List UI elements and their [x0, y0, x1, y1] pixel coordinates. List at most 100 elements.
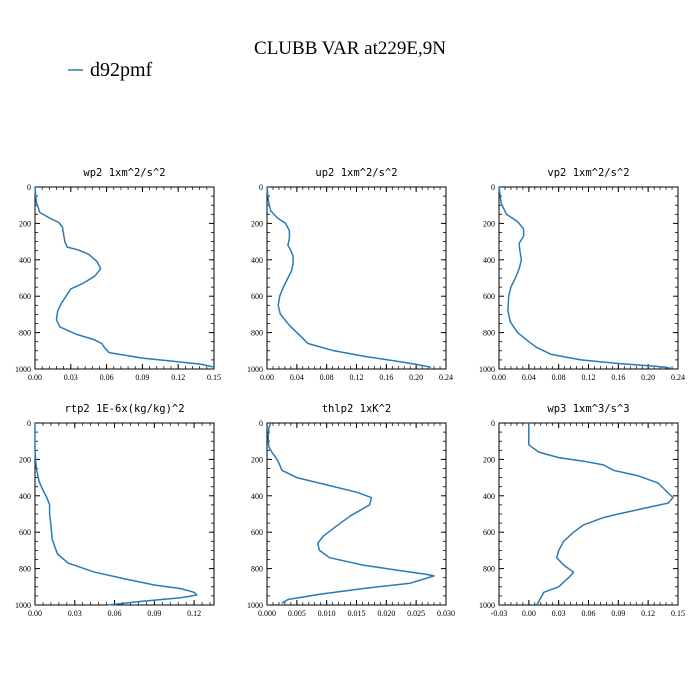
x-tick-label: 0.06	[108, 609, 122, 618]
y-tick-label: 1000	[247, 601, 263, 610]
y-tick-label: 200	[251, 455, 263, 464]
y-tick-label: 1000	[479, 365, 495, 374]
x-tick-label: 0.09	[611, 609, 625, 618]
x-tick-label: 0.20	[409, 373, 423, 382]
x-tick-label: 0.12	[641, 609, 655, 618]
plot-frame	[498, 186, 679, 370]
series-line-d92pmf	[34, 423, 198, 606]
series-line-d92pmf	[267, 422, 435, 604]
panel-title: wp2 1xm^2/s^2	[83, 167, 165, 179]
panel-title: vp2 1xm^2/s^2	[547, 167, 629, 179]
x-tick-label: 0.005	[288, 609, 306, 618]
y-tick-label: 200	[483, 455, 495, 464]
x-tick-label: 0.015	[348, 609, 366, 618]
y-tick-label: 400	[19, 492, 31, 501]
x-tick-label: 0.000	[258, 609, 276, 618]
figure-title: CLUBB VAR at229E,9N	[254, 38, 446, 59]
x-tick-label: 0.025	[407, 609, 425, 618]
y-tick-label: 800	[19, 565, 31, 574]
y-tick-label: 800	[483, 565, 495, 574]
x-tick-label: 0.24	[439, 373, 453, 382]
y-tick-label: 200	[251, 219, 263, 228]
y-tick-label: 0	[27, 419, 31, 428]
plot-frame	[498, 422, 679, 606]
y-tick-label: 0	[491, 183, 495, 192]
panel-title: rtp2 1E-6x(kg/kg)^2	[64, 403, 184, 415]
x-tick-label: 0.00	[260, 373, 274, 382]
y-tick-label: 0	[27, 183, 31, 192]
y-tick-label: 400	[251, 256, 263, 265]
y-tick-label: 200	[19, 455, 31, 464]
series-line-d92pmf	[498, 186, 671, 369]
x-tick-label: 0.06	[582, 609, 596, 618]
legend: d92pmf	[68, 59, 153, 81]
x-tick-label: 0.15	[207, 373, 221, 382]
y-tick-label: 400	[19, 256, 31, 265]
y-tick-label: 400	[483, 492, 495, 501]
x-tick-label: 0.20	[641, 373, 655, 382]
x-tick-label: 0.06	[100, 373, 114, 382]
panel-6: wp3 1xm^3/s^3 0 200 400 600 800 1000-0.03 0.00 0…	[479, 403, 685, 618]
y-tick-label: 800	[483, 329, 495, 338]
panel-4: rtp2 1E-6x(kg/kg)^2 0 200 400 600 800 10000.00…	[15, 403, 215, 618]
x-tick-label: 0.010	[318, 609, 336, 618]
x-tick-label: 0.09	[147, 609, 161, 618]
panel-title: wp3 1xm^3/s^3	[547, 403, 629, 415]
y-tick-label: 1000	[479, 601, 495, 610]
x-tick-label: 0.09	[135, 373, 149, 382]
x-tick-label: 0.020	[377, 609, 395, 618]
x-tick-label: 0.030	[437, 609, 455, 618]
x-tick-label: 0.08	[320, 373, 334, 382]
x-tick-label: 0.16	[611, 373, 625, 382]
x-tick-label: 0.04	[290, 373, 304, 382]
x-tick-label: 0.16	[379, 373, 393, 382]
plot-frame	[34, 422, 215, 606]
y-tick-label: 0	[259, 419, 263, 428]
y-tick-label: 1000	[15, 601, 31, 610]
y-tick-label: 400	[483, 256, 495, 265]
y-tick-label: 200	[483, 219, 495, 228]
plot-frame	[266, 186, 447, 370]
y-tick-label: 800	[251, 565, 263, 574]
y-tick-label: 600	[483, 528, 495, 537]
x-tick-label: 0.00	[28, 609, 42, 618]
series-line-d92pmf	[528, 423, 674, 606]
series-line-d92pmf	[266, 186, 432, 368]
y-tick-label: 200	[19, 219, 31, 228]
y-tick-label: 600	[19, 292, 31, 301]
y-tick-label: 600	[251, 528, 263, 537]
panel-title: up2 1xm^2/s^2	[315, 167, 397, 179]
x-tick-label: 0.00	[28, 373, 42, 382]
legend-label: d92pmf	[90, 59, 153, 81]
x-tick-label: 0.15	[671, 609, 685, 618]
x-tick-label: 0.03	[64, 373, 78, 382]
y-tick-label: 400	[251, 492, 263, 501]
y-tick-label: 1000	[247, 365, 263, 374]
x-tick-label: 0.00	[522, 609, 536, 618]
panel-title: thlp2 1xK^2	[322, 403, 392, 415]
x-tick-label: 0.08	[552, 373, 566, 382]
x-tick-label: 0.12	[187, 609, 201, 618]
x-tick-label: 0.03	[68, 609, 82, 618]
x-tick-label: 0.04	[522, 373, 536, 382]
y-tick-label: 600	[251, 292, 263, 301]
y-tick-label: 0	[491, 419, 495, 428]
y-tick-label: 1000	[15, 365, 31, 374]
series-line-d92pmf	[34, 186, 215, 368]
y-tick-label: 800	[19, 329, 31, 338]
y-tick-label: 800	[251, 329, 263, 338]
x-tick-label: 0.00	[492, 373, 506, 382]
x-tick-label: 0.03	[552, 609, 566, 618]
y-tick-label: 0	[259, 183, 263, 192]
x-tick-label: 0.24	[671, 373, 685, 382]
plot-frame	[34, 186, 215, 370]
y-tick-label: 600	[19, 528, 31, 537]
plot-frame	[266, 422, 447, 606]
x-tick-label: 0.12	[582, 373, 596, 382]
